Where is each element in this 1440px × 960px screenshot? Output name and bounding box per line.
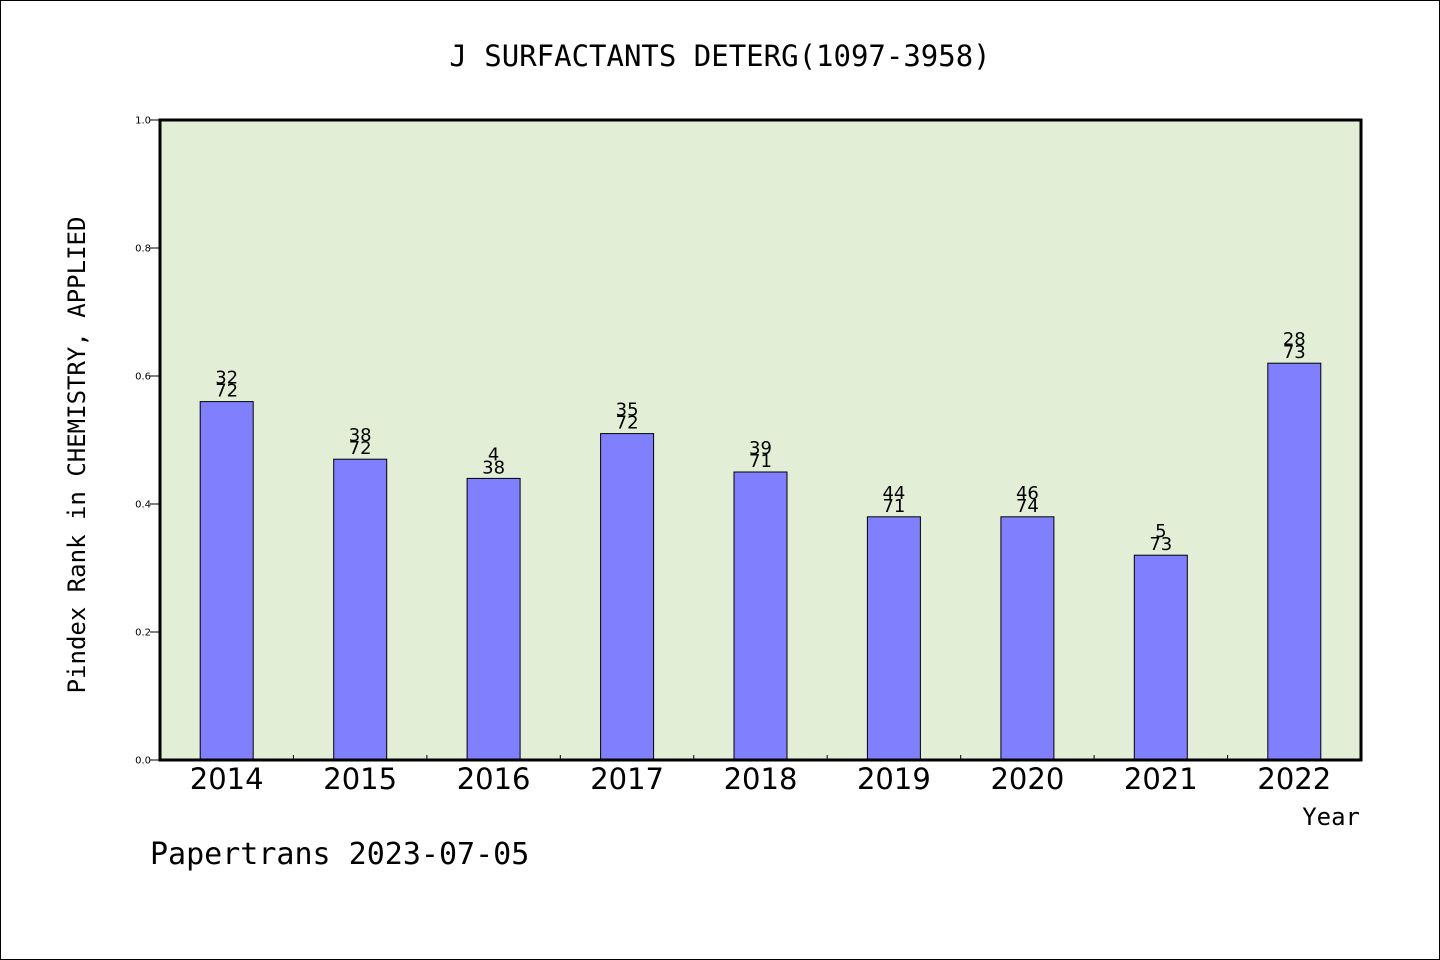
y-axis: 0.0 0.2 0.4 0.6 0.8 1.0 [135,116,160,767]
rank-label-2021: 5 [1155,521,1166,542]
x-tick-label-2017: 2017 [590,762,664,796]
total-label-2020: 74 [1016,496,1039,517]
y-tick-label: 1.0 [135,116,151,127]
x-tick-label-2020: 2020 [990,762,1064,796]
bars-layer [199,362,1322,761]
total-label-2022: 73 [1283,342,1306,363]
y-tick-label: 0.2 [135,628,151,639]
x-axis: 2014 2015 2016 2017 2018 2019 2020 2021 2022 [190,755,1331,796]
y-tick-label: 0.8 [135,244,151,255]
chart-title: J SURFACTANTS DETERG(1097-3958) [449,39,990,73]
x-axis-label: Year [1302,803,1360,831]
x-tick-label-2016: 2016 [457,762,531,796]
rank-label-2016: 4 [488,444,499,465]
x-tick-label-2018: 2018 [724,762,798,796]
bar-2021 [1133,554,1188,761]
total-label-2015: 72 [349,438,372,459]
bar-2014 [199,401,254,761]
x-tick-label-2022: 2022 [1257,762,1331,796]
total-label-2016: 38 [482,457,505,478]
footer-credit: Papertrans 2023-07-05 [150,837,529,872]
plot-border [158,118,1363,762]
rank-label-2022: 28 [1283,329,1306,350]
total-label-2014: 72 [215,381,238,402]
total-label-2017: 72 [616,413,639,434]
bar-2019 [866,516,921,761]
x-tick-label-2021: 2021 [1124,762,1198,796]
rank-label-2014: 32 [215,368,238,389]
bar-2016 [466,477,521,761]
total-label-2018: 71 [749,451,772,472]
rank-label-2015: 38 [349,425,372,446]
x-tick-label-2014: 2014 [190,762,264,796]
rank-label-2019: 44 [882,483,905,504]
y-tick-label: 0.4 [135,500,151,511]
bar-2015 [333,458,388,761]
total-label-2019: 71 [882,496,905,517]
total-label-2021: 73 [1149,534,1172,555]
y-axis-label: Pindex Rank in CHEMISTRY, APPLIED [63,217,91,694]
x-tick-label-2015: 2015 [323,762,397,796]
rank-label-2020: 46 [1016,483,1039,504]
y-tick-label: 0.0 [135,756,151,767]
rank-label-2018: 39 [749,438,772,459]
rank-label-2017: 35 [616,400,639,421]
bar-2022 [1267,362,1322,761]
bar-2018 [733,471,788,761]
y-tick-label: 0.6 [135,372,151,383]
bar-2020 [1000,516,1055,761]
x-tick-label-2019: 2019 [857,762,931,796]
bar-2017 [600,433,655,761]
